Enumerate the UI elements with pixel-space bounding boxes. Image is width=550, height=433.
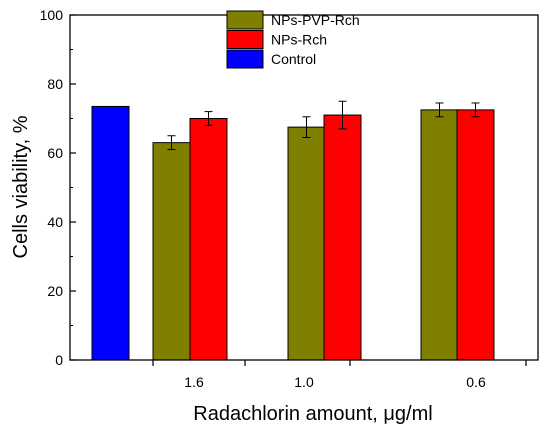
legend-label: Control [271, 51, 316, 67]
y-tick-label: 0 [55, 352, 63, 368]
legend-label: NPs-PVP-Rch [271, 12, 360, 28]
y-tick-label: 40 [47, 214, 63, 230]
x-axis-ticks: 1.6 1.0 0.6 [152, 360, 527, 390]
x-axis-title: Radachlorin amount, μg/ml [193, 403, 432, 425]
legend: NPs-PVP-Rch NPs-Rch Control [226, 10, 360, 69]
y-tick-label: 20 [47, 283, 63, 299]
legend-swatch [226, 10, 264, 30]
x-tick-label: 0.6 [466, 374, 486, 390]
y-tick-label: 100 [40, 7, 64, 23]
bars-group [91, 100, 495, 361]
y-tick-label: 60 [47, 145, 63, 161]
y-axis-ticks: 0 20 40 60 80 100 [40, 7, 76, 368]
bar [287, 126, 326, 361]
x-tick-label: 1.6 [184, 374, 204, 390]
bar [323, 114, 362, 361]
legend-swatch [226, 30, 264, 49]
y-axis-title: Cells viability, % [10, 115, 32, 258]
bar [456, 109, 495, 361]
bar [420, 109, 459, 361]
legend-label: NPs-Rch [271, 32, 327, 48]
x-tick-label: 1.0 [294, 374, 314, 390]
bar [189, 118, 228, 361]
bar [91, 105, 130, 361]
y-tick-label: 80 [47, 76, 63, 92]
legend-swatch [226, 49, 264, 69]
bar [152, 142, 191, 361]
